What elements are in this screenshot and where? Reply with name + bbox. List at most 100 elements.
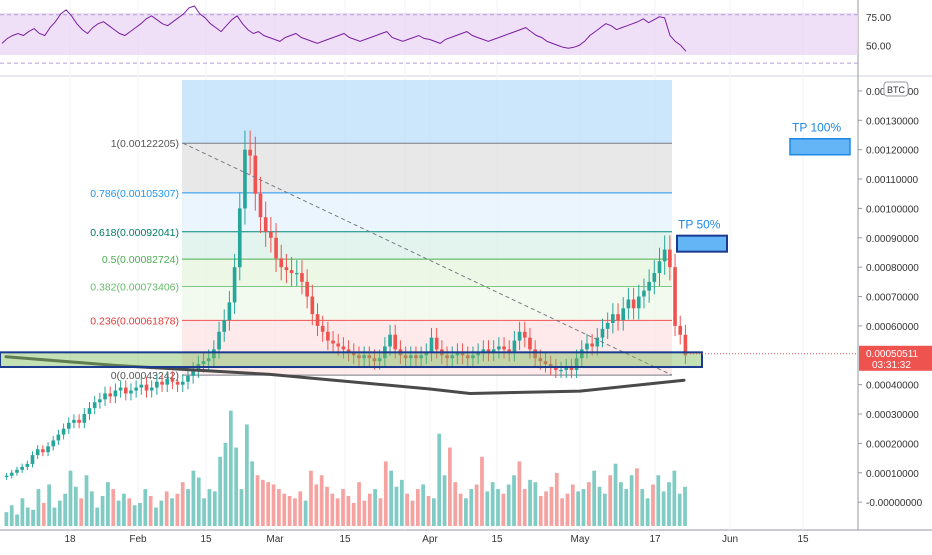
volume-bar bbox=[496, 489, 500, 526]
candle-body bbox=[232, 267, 237, 303]
candle-body bbox=[408, 355, 413, 359]
volume-bar bbox=[250, 461, 255, 526]
target-label-tp100: TP 100% bbox=[792, 121, 841, 135]
volume-bar bbox=[683, 486, 687, 526]
volume-bar bbox=[656, 475, 661, 526]
fib-zone bbox=[182, 259, 672, 287]
target-box-tp100 bbox=[789, 137, 851, 156]
volume-bar bbox=[464, 498, 468, 526]
volume-bar bbox=[52, 507, 57, 526]
volume-bar bbox=[266, 482, 271, 526]
volume-bar bbox=[357, 482, 361, 526]
volume-bar bbox=[261, 479, 265, 526]
candle-body bbox=[657, 261, 662, 274]
candle-body bbox=[600, 328, 605, 338]
candle-body bbox=[165, 378, 170, 385]
volume-bar bbox=[25, 507, 30, 526]
candle-body bbox=[538, 358, 543, 362]
volume-bar bbox=[239, 489, 244, 526]
fib-level-label: 1(0.00122205) bbox=[111, 138, 179, 150]
candle-body bbox=[92, 402, 97, 409]
volume-bar bbox=[207, 489, 212, 526]
volume-bar bbox=[63, 493, 68, 526]
volume-bar bbox=[319, 475, 324, 526]
volume-bar bbox=[608, 475, 613, 526]
volume-bar bbox=[309, 470, 313, 526]
volume-bar bbox=[415, 489, 420, 526]
candle-body bbox=[87, 408, 92, 415]
rsi-line bbox=[1, 5, 687, 52]
volume-bar bbox=[373, 489, 377, 526]
candle-body bbox=[4, 475, 9, 478]
volume-bar bbox=[228, 410, 233, 526]
candle-body bbox=[486, 349, 491, 353]
volume-bar bbox=[554, 472, 559, 526]
currency-badge bbox=[883, 81, 909, 97]
volume-bar bbox=[581, 489, 586, 526]
candle-body bbox=[217, 331, 221, 350]
volume-bar bbox=[298, 491, 303, 526]
fib-level-label: 0.618(0.00092041) bbox=[90, 227, 179, 239]
candle-body bbox=[631, 299, 636, 309]
time-axis-label: 17 bbox=[649, 534, 661, 545]
candle-body bbox=[123, 387, 128, 394]
candle-body bbox=[155, 381, 159, 388]
candle-body bbox=[585, 343, 589, 350]
candle-body bbox=[668, 249, 672, 268]
volume-bar bbox=[271, 484, 276, 526]
volume-bar bbox=[480, 456, 484, 526]
candle-body bbox=[636, 296, 641, 309]
volume-bar bbox=[458, 493, 463, 526]
candle-body bbox=[279, 258, 284, 268]
last-price-tag bbox=[859, 345, 932, 371]
volume-bar bbox=[234, 447, 239, 526]
volume-bar bbox=[603, 493, 607, 526]
volume-bar bbox=[36, 489, 41, 526]
volume-bar bbox=[9, 505, 14, 526]
volume-bar bbox=[592, 470, 597, 526]
candle-body bbox=[326, 331, 330, 341]
volume-bar bbox=[57, 500, 62, 526]
price-axis-label: 0.00040000 bbox=[866, 381, 919, 392]
volume-bar bbox=[335, 498, 340, 526]
volume-bar bbox=[106, 482, 110, 526]
support-zone bbox=[0, 351, 703, 369]
candle-body bbox=[351, 352, 356, 356]
volume-bar bbox=[437, 433, 442, 526]
candle-body bbox=[186, 375, 190, 382]
fib-zone-extension bbox=[182, 80, 672, 144]
candle-body bbox=[507, 349, 512, 353]
candle-body bbox=[274, 237, 278, 259]
moving-average-line bbox=[4, 355, 686, 395]
candle-body bbox=[367, 355, 372, 359]
fib-zone bbox=[182, 143, 672, 193]
candle-body bbox=[269, 231, 273, 238]
candle-body bbox=[419, 355, 423, 359]
price-axis-label: 0.00090000 bbox=[866, 234, 919, 245]
volume-bar bbox=[448, 447, 452, 526]
candle-body bbox=[300, 273, 304, 282]
volume-bar bbox=[533, 482, 538, 526]
time-axis-label: Feb bbox=[129, 534, 147, 545]
candle-body bbox=[528, 337, 532, 350]
candle-body bbox=[642, 290, 646, 297]
candle-body bbox=[243, 149, 247, 209]
volume-bar bbox=[79, 498, 84, 526]
price-axis-label: 0.00010000 bbox=[866, 469, 919, 480]
candle-body bbox=[403, 355, 408, 359]
volume-bar bbox=[122, 493, 126, 526]
fib-zone bbox=[182, 192, 672, 232]
candle-body bbox=[652, 273, 657, 282]
volume-bar bbox=[293, 498, 297, 526]
candle-body bbox=[673, 267, 677, 326]
volume-bar bbox=[330, 493, 335, 526]
volume-bar bbox=[282, 493, 287, 526]
volume-bar bbox=[672, 470, 677, 526]
candle-body bbox=[678, 325, 683, 335]
volume-bar bbox=[421, 484, 426, 526]
volume-bar bbox=[619, 482, 623, 526]
rsi-tick-label: 50.00 bbox=[866, 41, 891, 52]
volume-bar bbox=[651, 484, 655, 526]
